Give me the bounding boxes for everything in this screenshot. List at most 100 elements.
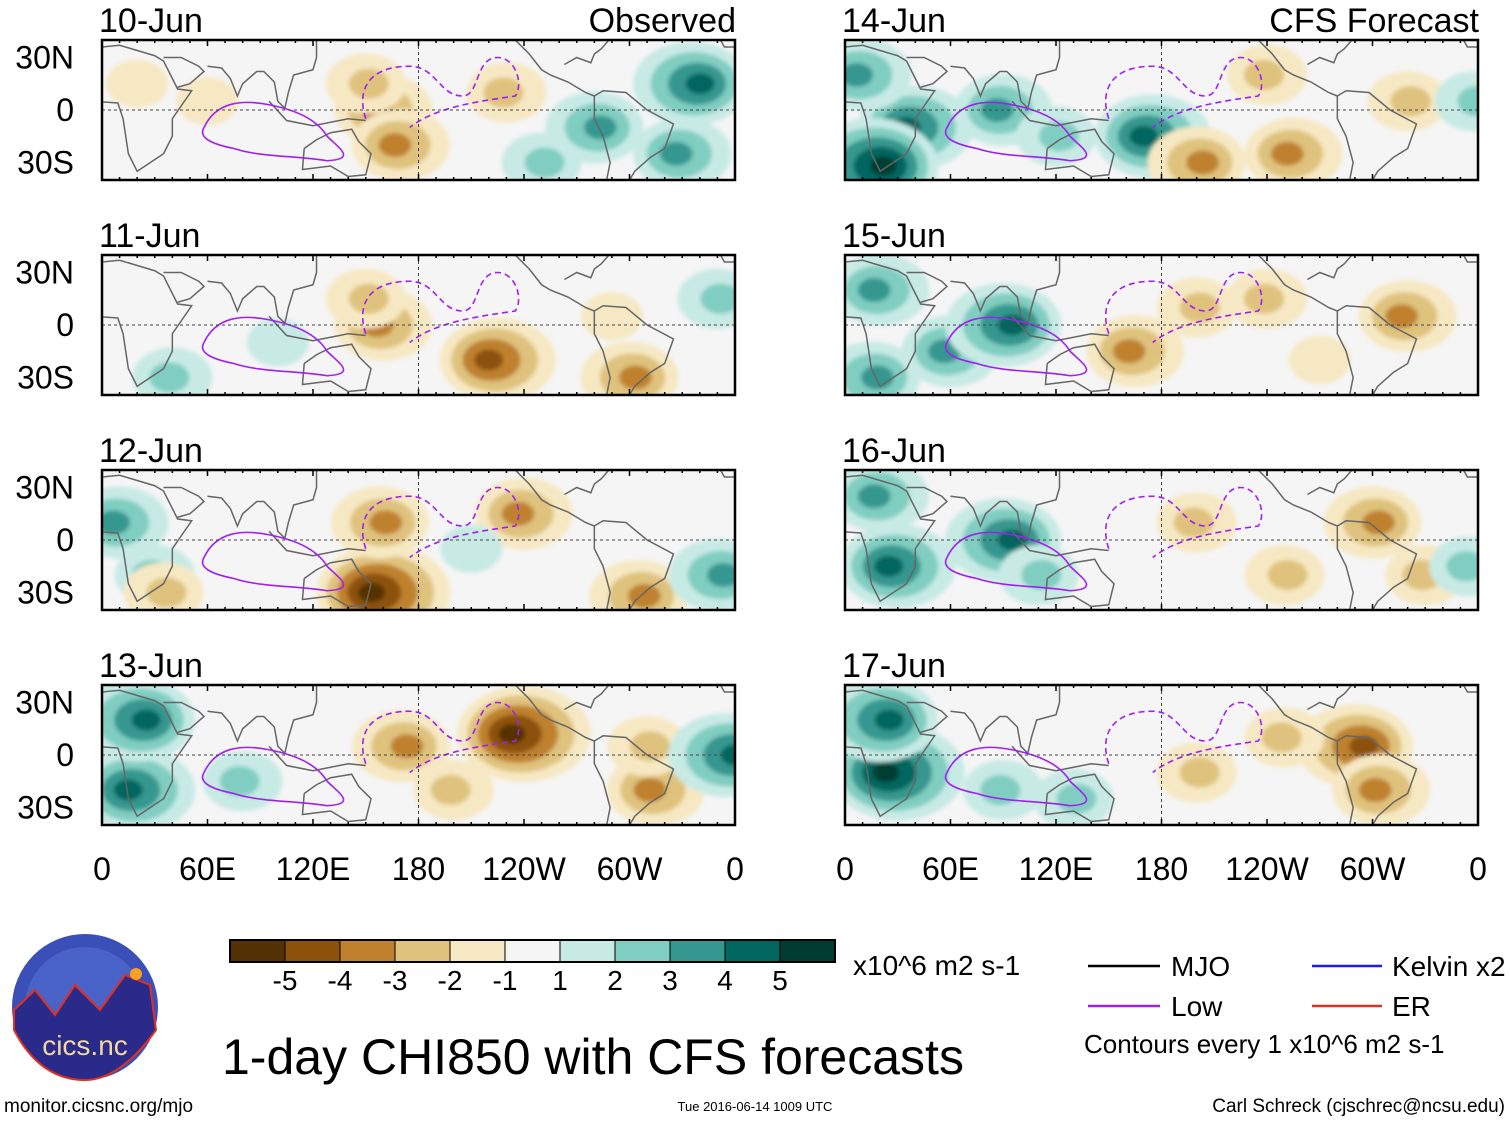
coastlines bbox=[102, 685, 735, 825]
panel-date: 16-Jun bbox=[842, 432, 946, 470]
figure-title: 1-day CHI850 with CFS forecasts bbox=[222, 1029, 964, 1085]
colorbar-tick-label: 2 bbox=[607, 965, 623, 996]
anomaly-contour bbox=[102, 510, 130, 535]
map-panel-11-Jun: 11-Jun 30N 0 30S bbox=[15, 217, 737, 397]
lon-label: 60W bbox=[1340, 851, 1407, 887]
lat-label: 0 bbox=[56, 522, 74, 558]
colorbar-swatch bbox=[779, 939, 836, 963]
anomaly-contour bbox=[1446, 551, 1478, 582]
coastlines bbox=[845, 685, 1478, 825]
lat-label: 0 bbox=[56, 307, 74, 343]
anomaly-contour bbox=[857, 278, 891, 302]
legend-label-kelvin: Kelvin x2 bbox=[1392, 951, 1506, 982]
lon-label: 60W bbox=[597, 851, 664, 887]
low-contour-positive bbox=[201, 746, 345, 807]
footer-url: monitor.cicsnc.org/mjo bbox=[4, 1096, 193, 1117]
anomaly-contour bbox=[630, 731, 671, 762]
anomaly-contour bbox=[149, 362, 190, 393]
anomaly-contour bbox=[1390, 86, 1431, 117]
footer-author: Carl Schreck (cjschrec@ncsu.edu) bbox=[1212, 1096, 1505, 1117]
panel-date: 10-Jun bbox=[99, 2, 203, 40]
coastlines bbox=[102, 40, 735, 180]
map-panel-17-Jun: 17-Jun bbox=[842, 647, 1480, 827]
colorbar-tick-label: -1 bbox=[493, 965, 518, 996]
anomaly-contour bbox=[1457, 86, 1478, 117]
lon-label: 120W bbox=[1225, 851, 1309, 887]
anomaly-contour bbox=[1244, 283, 1284, 314]
legend-label-mjo: MJO bbox=[1171, 951, 1230, 982]
panel-date: 13-Jun bbox=[99, 647, 203, 685]
anomaly-contour bbox=[246, 318, 309, 367]
anomaly-contour bbox=[619, 365, 652, 390]
anomaly-contour bbox=[1362, 510, 1395, 535]
logo-text: cics.nc bbox=[42, 1030, 128, 1061]
panel-date: 15-Jun bbox=[842, 217, 946, 255]
low-contour-positive bbox=[201, 316, 345, 377]
lon-label: 120E bbox=[1019, 851, 1094, 887]
panel-date: 11-Jun bbox=[99, 217, 200, 255]
coastlines bbox=[845, 470, 1478, 610]
anomaly-contour bbox=[348, 68, 389, 99]
anomaly-contour bbox=[1039, 121, 1079, 152]
lon-label: 0 bbox=[93, 851, 111, 887]
colorbar-swatch bbox=[284, 939, 341, 963]
low-contour-positive bbox=[944, 101, 1088, 162]
anomaly-contour bbox=[1434, 71, 1478, 132]
anomaly-contour bbox=[872, 762, 900, 783]
anomaly-contour bbox=[1179, 292, 1220, 323]
colorbar-tick-label: 4 bbox=[717, 965, 733, 996]
lon-label: 0 bbox=[1469, 851, 1487, 887]
anomaly-contour bbox=[1261, 722, 1302, 753]
colorbar-swatch bbox=[724, 939, 781, 963]
anomaly-contour bbox=[440, 524, 503, 573]
lat-label: 30S bbox=[17, 145, 74, 181]
map-panel-10-Jun: 10-Jun 30N 0 30S bbox=[15, 2, 737, 182]
colorbar-swatch bbox=[394, 939, 451, 963]
lon-label: 0 bbox=[836, 851, 854, 887]
anomaly-contour bbox=[113, 779, 143, 801]
lon-label: 0 bbox=[726, 851, 744, 887]
anomaly-contour bbox=[1186, 150, 1219, 175]
legend-label-er: ER bbox=[1392, 991, 1431, 1022]
lon-label: 120W bbox=[482, 851, 566, 887]
low-contour-negative bbox=[1104, 56, 1263, 129]
low-contour-positive bbox=[944, 531, 1088, 592]
anomaly-contour bbox=[1244, 60, 1284, 90]
anomaly-contour bbox=[845, 63, 873, 87]
anomaly-contour bbox=[1271, 141, 1304, 166]
anomaly-contour bbox=[474, 349, 504, 371]
colorbar-swatch bbox=[504, 939, 561, 963]
colorbar-swatch bbox=[559, 939, 616, 963]
low-contour-negative bbox=[361, 271, 520, 344]
anomaly-contour bbox=[1129, 125, 1159, 147]
legend-label-low: Low bbox=[1171, 991, 1223, 1022]
colorbar-tick-label: -4 bbox=[328, 965, 353, 996]
anomaly-contour bbox=[146, 577, 187, 608]
lat-label: 30N bbox=[15, 255, 74, 291]
low-contour-positive bbox=[201, 531, 345, 592]
lat-label: 30S bbox=[17, 575, 74, 611]
lat-label: 30N bbox=[15, 470, 74, 506]
map-panel-16-Jun: 16-Jun bbox=[842, 432, 1480, 612]
anomaly-contour bbox=[703, 734, 735, 776]
colorbar-tick-label: -5 bbox=[273, 965, 298, 996]
anomaly-contour bbox=[1056, 783, 1097, 814]
cics-logo: cics.nc bbox=[12, 934, 158, 1082]
low-contour-positive bbox=[201, 101, 345, 162]
anomaly-contour bbox=[1021, 560, 1062, 590]
anomaly-contour bbox=[219, 766, 260, 797]
panel-date: 12-Jun bbox=[99, 432, 203, 470]
lon-label: 180 bbox=[392, 851, 445, 887]
anomaly-contour bbox=[501, 501, 535, 526]
anomaly-contour bbox=[584, 115, 617, 140]
anomaly-contour bbox=[348, 283, 389, 314]
anomaly-contour bbox=[659, 141, 693, 166]
colorbar-tick-label: -3 bbox=[383, 965, 408, 996]
anomaly-contour bbox=[498, 724, 526, 744]
lon-label: 180 bbox=[1135, 851, 1188, 887]
coastlines bbox=[845, 255, 1478, 395]
coastlines bbox=[102, 255, 735, 395]
colorbar-tick-label: -2 bbox=[438, 965, 463, 996]
low-contour-negative bbox=[1104, 486, 1263, 559]
